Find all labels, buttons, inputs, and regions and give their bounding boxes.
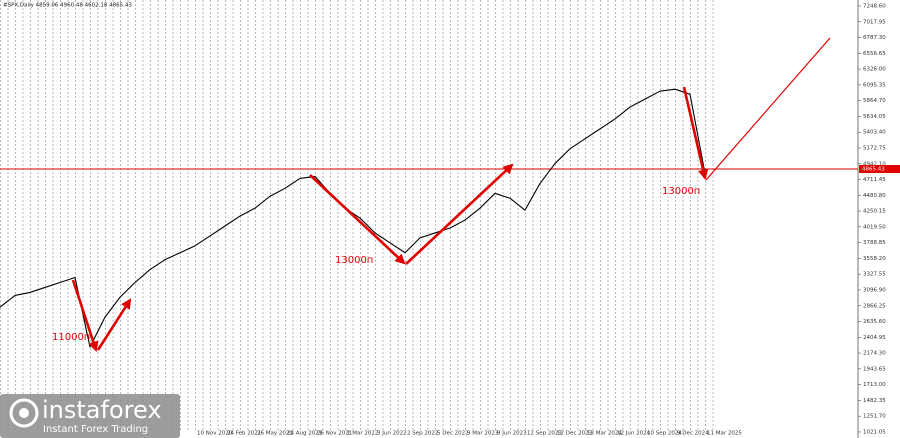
x-tick-label: 10 Sep 2024 [647,431,682,437]
vertical-grid [0,0,715,430]
y-tick-label: 4250.15 [863,209,886,215]
y-tick-label: 3558.20 [863,256,886,262]
annotations [71,86,709,352]
y-tick-label: 2174.30 [863,351,886,357]
y-tick-label: 6095.35 [863,82,886,88]
level-label-box [859,165,900,174]
x-tick-label: 26 May 2021 [257,431,293,437]
plot: 7248.60 7017.95 6787.30 6556.65 6326.00 6095.… [0,3,900,437]
y-tick-label: 7017.95 [863,19,886,25]
y-tick-label: 6787.30 [863,35,886,41]
x-tick-label: 12 Sep 2023 [527,431,562,437]
x-tick-label: 24 Aug 2021 [287,431,322,437]
y-tick-label: 1943.65 [863,366,886,372]
y-tick-label: 1251.70 [863,414,886,420]
arrow [96,298,132,351]
annotation: 13000п [335,255,373,266]
y-tick-label: 1021.05 [863,429,886,435]
x-tick-label: 9 Jun 2023 [497,431,527,437]
y-tick-label: 5403.40 [863,130,886,136]
y-tick-label: 5634.05 [863,114,886,120]
x-tick-label: 2 Sep 2022 [407,431,438,437]
x-tick-label: 9 Mar 2023 [467,431,499,437]
y-tick-label: 3788.85 [863,240,886,246]
annotation: 11000п [52,332,90,343]
x-tick-label: 10 Nov 2020 [197,431,233,437]
y-tick-label: 3096.90 [863,287,886,293]
projection-line [705,37,831,181]
x-tick-label: 1 Mar 2022 [347,431,378,437]
x-tick-label: 3 Jun 2022 [377,431,407,437]
arrow [309,174,406,265]
x-tick-label: 12 Jun 2024 [617,431,651,437]
x-tick-label: 13 Mar 2024 [587,431,622,437]
y-tick-label: 4942.10 [863,161,886,167]
y-tick-label: 2635.60 [863,319,886,325]
logo-background [0,394,180,438]
y-tick-label: 2404.95 [863,335,886,341]
logo: instaforex Instant Forex Trading [0,394,180,438]
x-tick-label: 12 Dec 2023 [557,431,593,437]
logo-tagline: Instant Forex Trading [43,424,148,435]
chart-header: #SPX,Daily 4859.06 4960.48 4602.18 4865.… [3,3,132,9]
x-tick-label: 5 Dec 2022 [437,431,469,437]
y-tick-label: 4711.45 [863,177,886,183]
arrow [682,86,709,181]
logo-name: instaforex [42,396,162,424]
arrow [71,279,99,352]
level-label: 4865.43 [862,167,885,173]
y-tick-label: 1482.35 [863,398,886,404]
y-tick-label: 4019.50 [863,224,886,230]
y-tick-label: 5864.70 [863,98,886,104]
y-tick-label: 5172.75 [863,145,886,151]
x-tick-label: 24 Feb 2021 [227,431,261,437]
y-tick-label: 2866.25 [863,303,886,309]
y-tick-label: 6556.65 [863,51,886,57]
y-tick-label: 3327.55 [863,272,886,278]
y-tick-label: 4480.80 [863,193,886,199]
y-tick-label: 7248.60 [863,3,886,9]
annotation: 13000п [662,186,700,197]
logo-icon [19,408,29,418]
x-tick-label: 11 Mar 2025 [707,431,742,437]
logo-icon [9,398,39,428]
x-tick-label: 9 Dec 2024 [677,431,709,437]
arrow [405,163,514,265]
y-tick-label: 6326.00 [863,67,886,73]
x-tick-label: 26 Nov 2021 [317,431,352,437]
y-tick-label: 1713.00 [863,382,886,388]
